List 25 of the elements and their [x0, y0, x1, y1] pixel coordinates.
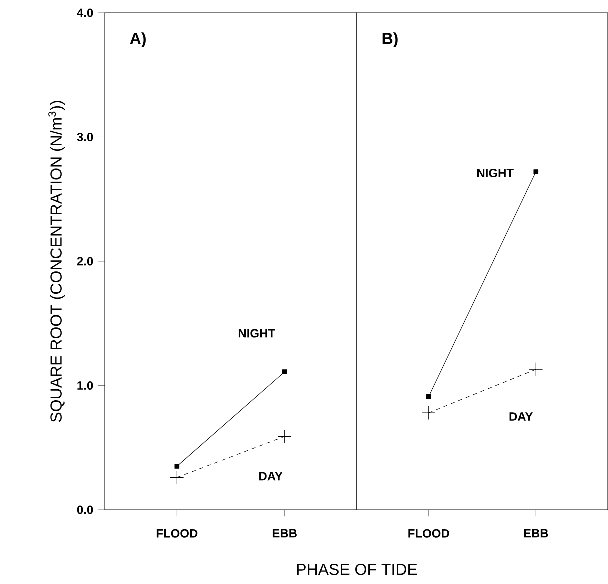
series-label: NIGHT: [478, 169, 514, 178]
y-tick-label: 0.0: [77, 506, 94, 514]
point: [282, 370, 288, 374]
text: DAY: [260, 472, 283, 481]
text: DAY: [510, 412, 534, 421]
point: [174, 464, 180, 469]
point: [426, 394, 432, 400]
y-tick-label: 2.0: [77, 257, 94, 266]
point: [278, 430, 292, 444]
x-tick-label: FLOOD: [156, 529, 198, 538]
point: [422, 406, 436, 420]
text: B): [382, 32, 398, 48]
y-tick-label: 1.0: [78, 381, 94, 390]
x-tick-label: EBB: [272, 529, 297, 538]
text: NIGHT: [238, 329, 276, 338]
point: [170, 470, 184, 485]
y-axis-title: SQUARE ROOT (CONCENTRATION (N/m$^{3}$)): [48, 101, 66, 422]
y-tick-label: 4.0: [77, 8, 94, 18]
x-tick-label: EBB: [524, 529, 548, 538]
x-axis-title: PHASE OF TIDE: [297, 564, 418, 576]
y-tick-label: 3.0: [77, 132, 94, 142]
point: [534, 170, 539, 174]
x-tick-label: FLOOD: [408, 529, 450, 538]
point: [529, 362, 544, 377]
text: A): [130, 32, 146, 48]
